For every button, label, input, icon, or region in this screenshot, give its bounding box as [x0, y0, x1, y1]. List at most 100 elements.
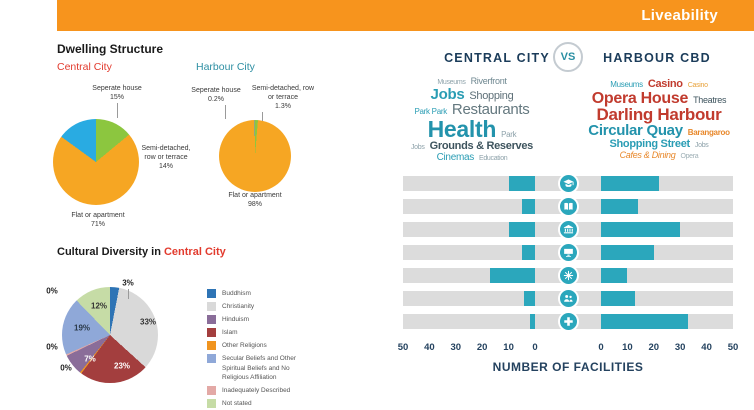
wordcloud-word: Circular Quay: [588, 122, 683, 140]
harbour-cbd-bar-cell: [601, 287, 733, 310]
axis-tick: 10: [503, 342, 514, 353]
legend-swatch: [207, 385, 216, 395]
wordcloud-line: Cafes & Dining Opera: [570, 151, 748, 161]
wordcloud-line: Opera House Theatres: [570, 89, 748, 107]
harbour-cbd-wordcloud: Museums Casino Casino Opera House Theatres Da…: [570, 70, 748, 170]
x-axis-left-ticks: 50 40 30 20 10 0: [398, 342, 538, 354]
cultural-diversity-title: Cultural Diversity in Central City: [57, 246, 226, 258]
cultural-diversity-legend: Buddhism Christianity Hinduism Islam Other R…: [207, 289, 332, 408]
bar-central-health: [529, 314, 535, 329]
axis-tick: 10: [622, 342, 633, 353]
wordcloud-word: Park Park: [414, 107, 448, 117]
harbour-cbd-bar-cell: [601, 195, 733, 218]
pie-slice-label: Semi-detached, row or terrace 14%: [141, 145, 191, 171]
harbour-cbd-bar-cell: [601, 310, 733, 333]
axis-tick: 30: [674, 342, 686, 353]
wordcloud-word: Shopping Street: [609, 138, 690, 151]
facility-icon-cell: [535, 264, 601, 287]
legend-swatch: [207, 354, 216, 364]
legend-label: Christianity: [222, 303, 255, 311]
axis-tick: 20: [476, 342, 488, 353]
wordcloud-word: Jobs: [694, 142, 709, 150]
wordcloud-line: Museums Riverfront: [396, 77, 548, 87]
wordcloud-word: Education: [478, 154, 508, 162]
wordcloud-word: Park: [501, 129, 517, 139]
central-city-dwelling-pie-chart: [53, 119, 139, 205]
pie-slice-label: Semi-detached, row or terrace 1.3%: [251, 85, 315, 111]
legend-label: Buddhism: [222, 290, 251, 297]
facility-row-education: [403, 172, 733, 195]
legend-label: Hinduism: [222, 316, 250, 324]
wordcloud-word: Museums: [437, 79, 466, 87]
axis-tick: 50: [727, 342, 739, 353]
wordcloud-line: Park Park Restaurants: [396, 101, 548, 119]
header-bar: Liveability: [57, 0, 754, 31]
central-city-bar-cell: [403, 218, 535, 241]
cultural-title-prefix: Cultural Diversity in: [57, 246, 164, 258]
wordcloud-word: Shopping: [469, 90, 514, 102]
wordcloud-word: Opera House: [591, 89, 689, 107]
bar-harbour-computer: [601, 245, 654, 260]
central-city-bar-cell: [403, 287, 535, 310]
callout-line: [262, 112, 263, 121]
wordcloud-line: Jobs Grounds & Reserves: [396, 141, 548, 152]
bar-harbour-education: [601, 176, 660, 191]
legend-swatch: [207, 328, 216, 338]
wordcloud-word: Darling Harbour: [596, 105, 722, 125]
wordcloud-word: Health: [427, 115, 497, 142]
facility-icon-cell: [535, 172, 601, 195]
wordcloud-line: Cinemas Education: [396, 153, 548, 163]
bar-harbour-museum: [601, 222, 681, 237]
axis-tick: 0: [598, 342, 604, 353]
central-city-label: Central City: [57, 61, 112, 73]
pie-percentage-label: 7%: [84, 354, 96, 364]
central-city-bar-cell: [403, 195, 535, 218]
facility-row-library: [403, 195, 733, 218]
x-axis-title: NUMBER OF FACILITIES: [492, 360, 644, 374]
central-city-bar-cell: [403, 172, 535, 195]
vs-label: VS: [560, 51, 576, 63]
legend-swatch: [207, 315, 216, 325]
wordcloud-word: Cafes & Dining: [619, 150, 676, 161]
comparison-title-central-city: CENTRAL CITY: [444, 51, 550, 65]
x-axis-right-ticks: 0 10 20 30 40 50: [598, 342, 738, 354]
health-icon: [557, 311, 579, 332]
wordcloud-word: Riverfront: [470, 76, 507, 87]
facility-icon-cell: [535, 241, 601, 264]
legend-item: Not stated: [207, 398, 332, 408]
cultural-title-city: Central City: [163, 246, 226, 258]
wordcloud-word: Theatres: [693, 94, 727, 105]
wordcloud-word: Grounds & Reserves: [429, 140, 534, 153]
facility-row-climate: [403, 264, 733, 287]
pie-percentage-label: 12%: [90, 301, 108, 311]
facility-icon-cell: [535, 195, 601, 218]
legend-label: Inadequately Described: [222, 386, 291, 394]
harbour-city-dwelling-pie-chart: [219, 120, 291, 192]
legend-item: Christianity: [207, 302, 332, 312]
bar-central-education: [508, 176, 535, 191]
axis-tick: 30: [450, 342, 462, 353]
harbour-cbd-bar-cell: [601, 172, 733, 195]
callout-line: [128, 289, 129, 299]
legend-item: Other Religions: [207, 341, 332, 351]
facility-row-community: [403, 287, 733, 310]
wordcloud-word: Casino: [687, 82, 708, 90]
legend-label: Islam: [222, 329, 238, 337]
legend-swatch: [207, 398, 216, 408]
facility-icon-cell: [535, 310, 601, 333]
callout-line: [225, 105, 226, 119]
legend-item: Hinduism: [207, 315, 332, 325]
central-city-bar-cell: [403, 241, 535, 264]
legend-label: Not stated: [222, 399, 252, 407]
comparison-title-harbour-cbd: HARBOUR CBD: [603, 51, 711, 65]
wordcloud-word: Restaurants: [451, 101, 530, 119]
harbour-city-label: Harbour City: [196, 61, 255, 73]
wordcloud-line: Darling Harbour: [570, 105, 748, 125]
facility-icon-cell: [535, 218, 601, 241]
page-title: Liveability: [641, 7, 718, 24]
pie-slice-label: Flat or apartment 71%: [71, 212, 125, 229]
legend-item: Buddhism: [207, 289, 332, 298]
pie-slice-label: Seperate house 15%: [92, 85, 142, 102]
axis-tick: 40: [424, 342, 435, 353]
